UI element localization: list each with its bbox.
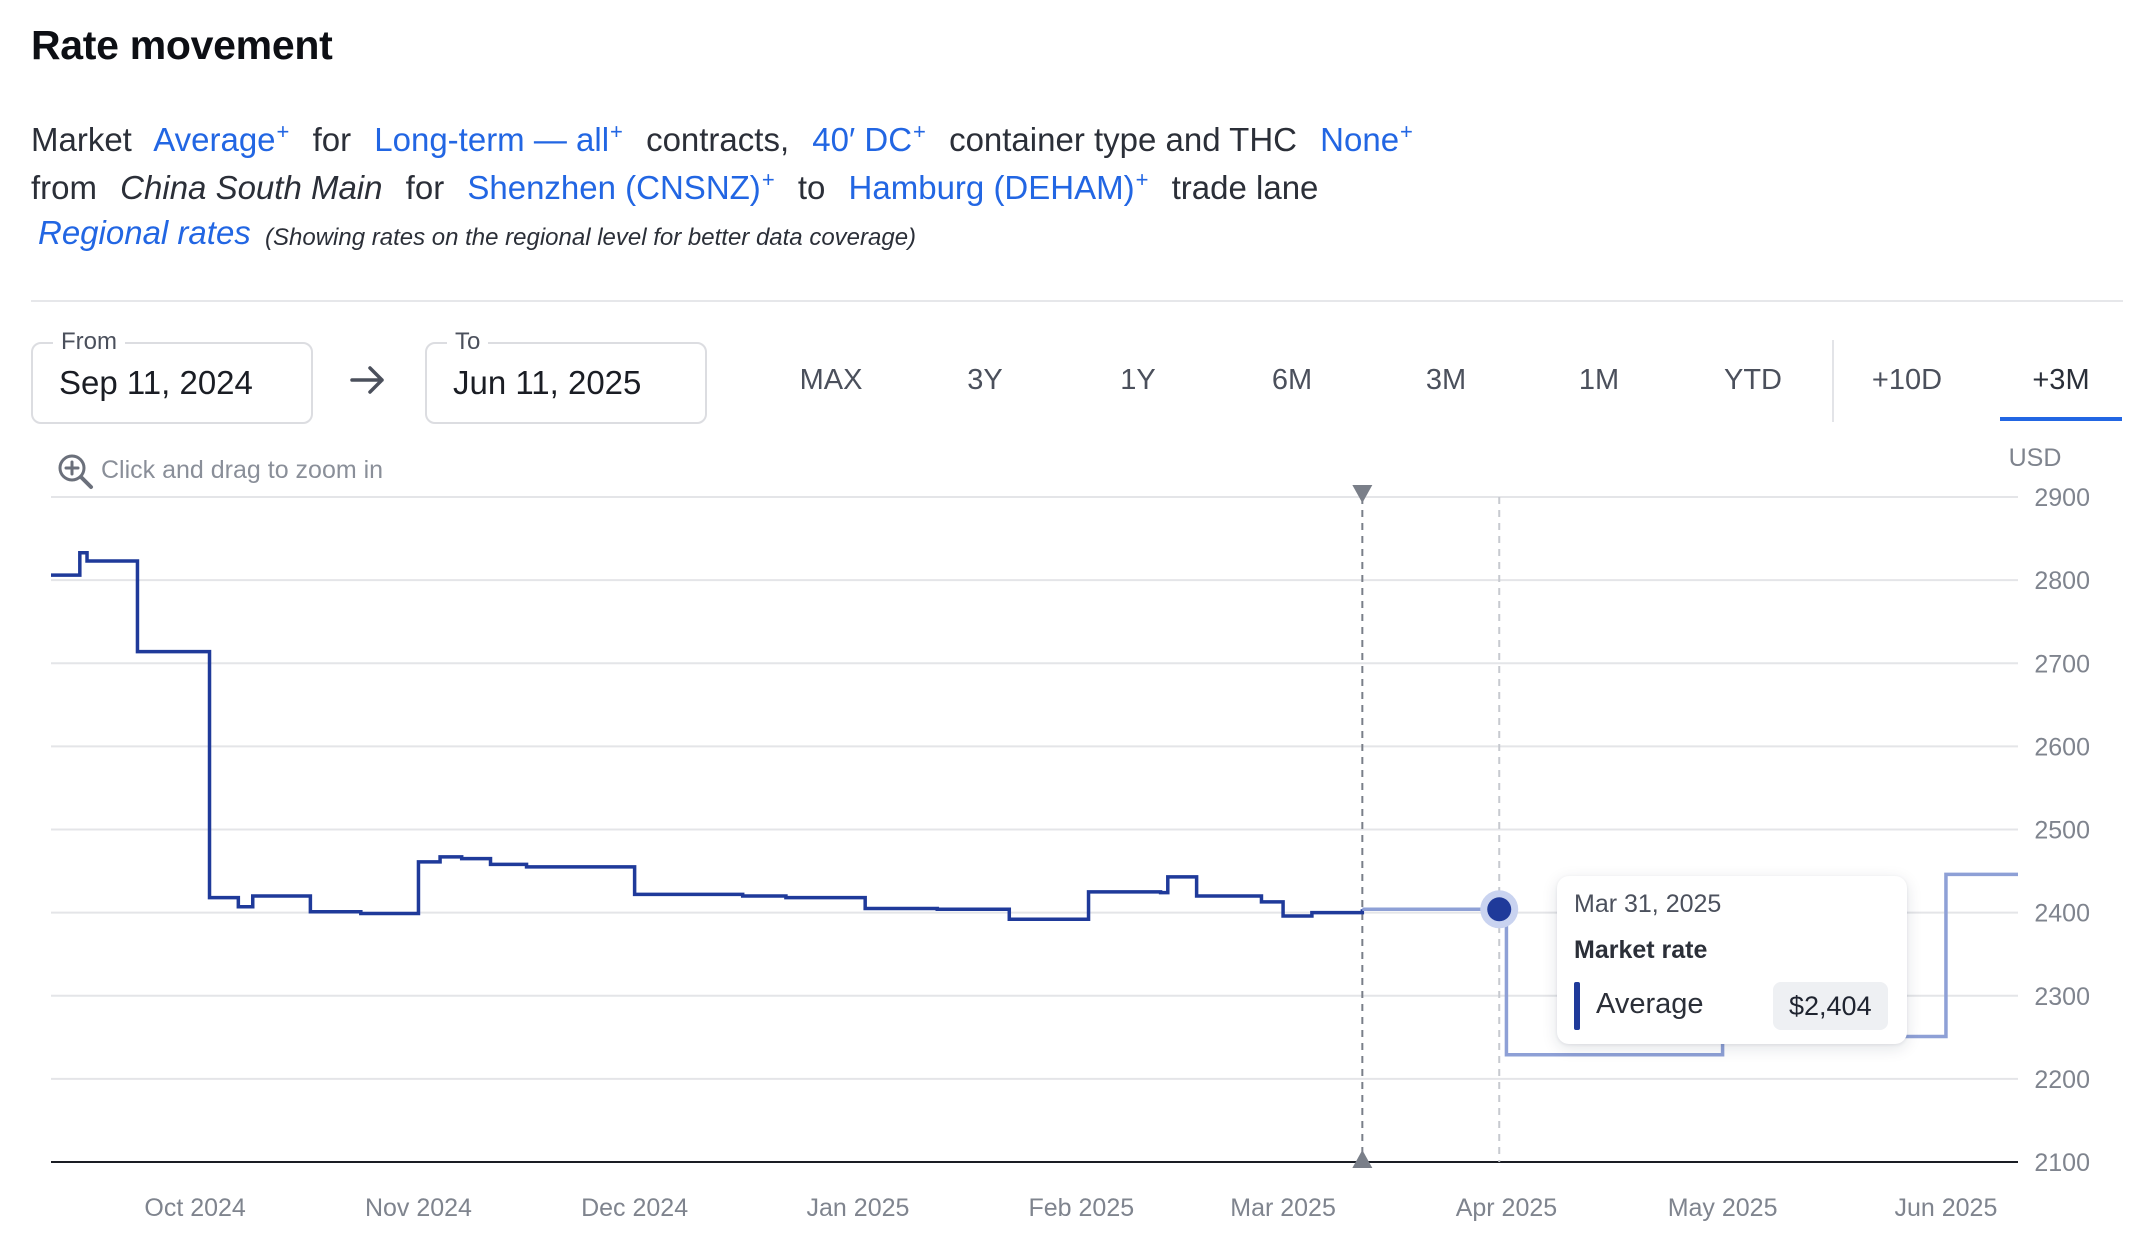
x-tick-label: Jan 2025 bbox=[807, 1194, 910, 1222]
plus-icon: + bbox=[610, 119, 623, 144]
zoom-hint: Click and drag to zoom in bbox=[101, 456, 384, 484]
tooltip-series-name: Average bbox=[1596, 988, 1704, 1020]
range-ytd-button[interactable]: YTD bbox=[1724, 363, 1782, 396]
y-tick-label: 2800 bbox=[2034, 567, 2090, 595]
range-plus3m-button[interactable]: +3M bbox=[2032, 363, 2090, 396]
plus-icon: + bbox=[761, 167, 775, 192]
grid-lines bbox=[51, 496, 2018, 1163]
divider bbox=[31, 300, 2123, 302]
plus-icon: + bbox=[913, 119, 926, 144]
y-tick-label: 2900 bbox=[2034, 484, 2090, 512]
range-max-button[interactable]: MAX bbox=[799, 363, 863, 396]
range-3m-button[interactable]: 3M bbox=[1425, 363, 1467, 396]
container-word: container type and THC bbox=[949, 121, 1297, 158]
regional-rates-link[interactable]: Regional rates bbox=[38, 214, 251, 251]
thc-link[interactable]: None+ bbox=[1320, 119, 1413, 159]
y-tick-label: 2200 bbox=[2034, 1066, 2090, 1094]
highlight-group bbox=[1480, 890, 1519, 929]
y-axis-unit: USD bbox=[2009, 444, 2062, 472]
from-word: from bbox=[31, 169, 97, 206]
today-marker-top-icon bbox=[1352, 485, 1373, 503]
x-tick-label: Oct 2024 bbox=[144, 1194, 246, 1222]
range-plus10d-button[interactable]: +10D bbox=[1871, 363, 1943, 396]
contracts-word: contracts, bbox=[646, 121, 790, 158]
historical-series-line bbox=[51, 550, 1365, 922]
x-tick-label: May 2025 bbox=[1668, 1194, 1778, 1222]
active-range-indicator bbox=[2000, 417, 2122, 421]
y-tick-label: 2700 bbox=[2034, 650, 2090, 678]
to-date-field[interactable]: To Jun 11, 2025 bbox=[425, 328, 707, 424]
from-date-label: From bbox=[53, 328, 125, 356]
highlight-point[interactable] bbox=[1487, 897, 1512, 922]
range-6m-button[interactable]: 6M bbox=[1271, 363, 1313, 396]
range-1y-button[interactable]: 1Y bbox=[1120, 363, 1156, 396]
to-word: to bbox=[797, 169, 826, 206]
x-tick-label: Mar 2025 bbox=[1230, 1194, 1336, 1222]
origin-region: China South Main bbox=[120, 169, 383, 206]
x-tick-label: Feb 2025 bbox=[1029, 1194, 1135, 1222]
for-word-2: for bbox=[405, 169, 445, 206]
tooltip-title: Market rate bbox=[1574, 936, 1708, 964]
plus-icon: + bbox=[276, 119, 290, 144]
x-axis-ticks: Oct 2024 Nov 2024 Dec 2024 Jan 2025 Feb 2025… bbox=[144, 1194, 1997, 1222]
y-tick-label: 2400 bbox=[2034, 900, 2090, 928]
destination-port-link[interactable]: Hamburg (DEHAM)+ bbox=[848, 167, 1149, 207]
y-axis-ticks: 2900 2800 2700 2600 2500 2400 2300 2200 2100 bbox=[2034, 484, 2090, 1177]
to-date-label: To bbox=[447, 328, 489, 356]
range-3y-button[interactable]: 3Y bbox=[967, 363, 1003, 396]
origin-port-link[interactable]: Shenzhen (CNSNZ)+ bbox=[467, 167, 775, 207]
tooltip-value: $2,404 bbox=[1773, 982, 1888, 1030]
date-markers bbox=[1352, 485, 1501, 1168]
page-title: Rate movement bbox=[31, 22, 333, 68]
trade-lane-word: trade lane bbox=[1171, 169, 1319, 206]
market-type-link[interactable]: Average+ bbox=[153, 119, 290, 159]
filter-description: Market Average+ for Long-term — all+ con… bbox=[31, 116, 1413, 212]
for-word: for bbox=[312, 121, 352, 158]
y-tick-label: 2300 bbox=[2034, 983, 2090, 1011]
to-date-value: Jun 11, 2025 bbox=[453, 364, 642, 401]
container-type-link[interactable]: 40′ DC+ bbox=[812, 119, 926, 159]
y-tick-label: 2500 bbox=[2034, 817, 2090, 845]
plus-icon: + bbox=[1400, 119, 1413, 144]
zoom-in-icon bbox=[58, 454, 93, 489]
tooltip-date: Mar 31, 2025 bbox=[1574, 890, 1722, 918]
range-separator bbox=[1832, 340, 1834, 422]
from-date-field[interactable]: From Sep 11, 2024 bbox=[31, 328, 313, 424]
contract-type-link[interactable]: Long-term — all+ bbox=[374, 119, 623, 159]
regional-rates-note: (Showing rates on the regional level for… bbox=[265, 224, 917, 251]
today-marker-bottom-icon bbox=[1352, 1150, 1373, 1168]
x-tick-label: Jun 2025 bbox=[1895, 1194, 1998, 1222]
y-tick-label: 2600 bbox=[2034, 733, 2090, 761]
x-tick-label: Dec 2024 bbox=[581, 1194, 688, 1222]
y-tick-label: 2100 bbox=[2034, 1149, 2090, 1177]
x-tick-label: Nov 2024 bbox=[365, 1194, 472, 1222]
range-1m-button[interactable]: 1M bbox=[1578, 363, 1620, 396]
from-date-value: Sep 11, 2024 bbox=[59, 364, 253, 401]
market-word: Market bbox=[31, 121, 132, 158]
x-tick-label: Apr 2025 bbox=[1456, 1194, 1557, 1222]
arrow-right-icon bbox=[350, 366, 384, 394]
plus-icon: + bbox=[1135, 167, 1149, 192]
rate-tooltip: Mar 31, 2025 Market rate Average $2,404 bbox=[1557, 876, 1907, 1044]
series-color-swatch bbox=[1574, 982, 1580, 1030]
